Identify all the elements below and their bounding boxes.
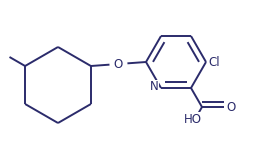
Text: HO: HO xyxy=(184,113,202,126)
Text: N: N xyxy=(150,81,159,93)
Text: Cl: Cl xyxy=(208,56,220,69)
Text: O: O xyxy=(114,57,123,70)
Text: O: O xyxy=(226,100,235,114)
